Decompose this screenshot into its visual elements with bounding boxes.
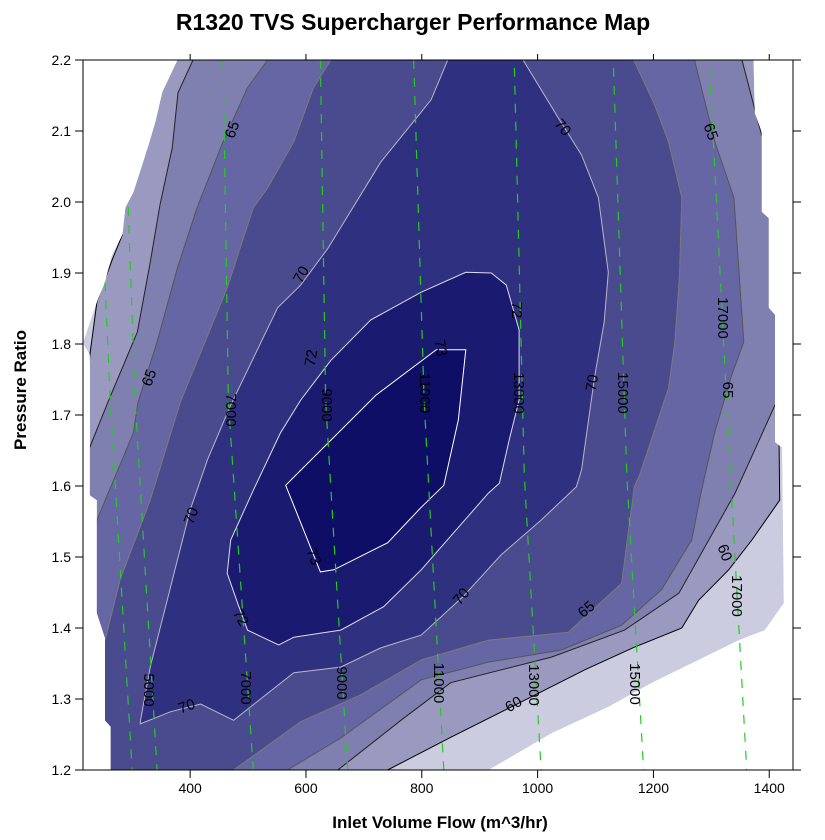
contour-level-label: 72 xyxy=(508,302,525,319)
speed-line-label: 17000 xyxy=(728,575,745,617)
speed-line xyxy=(413,60,445,770)
contour-level-label: 65 xyxy=(719,382,736,399)
speed-line-label: 11000 xyxy=(416,373,433,414)
y-tick-label: 1.2 xyxy=(52,762,72,778)
contour-level-label: 72 xyxy=(229,606,252,629)
contour-level-label: 65 xyxy=(222,119,244,140)
speed-line-label: 17000 xyxy=(714,297,731,339)
speed-line xyxy=(127,206,158,770)
efficiency-band-region xyxy=(285,349,467,573)
y-tick-label: 1.4 xyxy=(52,620,72,636)
x-tick-label: 1000 xyxy=(522,780,553,796)
x-tick-label: 600 xyxy=(294,780,318,796)
x-axis-label: Inlet Volume Flow (m^3/hr) xyxy=(332,813,548,832)
contour-level-label: 65 xyxy=(139,367,161,388)
speed-line xyxy=(709,67,748,770)
contour-level-label: 72 xyxy=(302,348,322,367)
speed-line-label: 5000 xyxy=(140,673,157,706)
speed-lines xyxy=(104,60,748,770)
contour-level-label: 70 xyxy=(176,696,197,718)
contour-labels: 5000 7000 7000 9000 9000 11000 11000 13000 13000… xyxy=(139,116,745,718)
contour-level-label: 60 xyxy=(714,542,736,563)
y-tick-label: 1.5 xyxy=(52,549,72,565)
speed-line-label: 13000 xyxy=(510,372,527,414)
y-tick-label: 2.0 xyxy=(52,194,72,210)
y-tick-label: 1.7 xyxy=(52,407,72,423)
contour-level-label: 65 xyxy=(700,121,722,142)
x-tick-label: 1400 xyxy=(754,780,785,796)
y-tick-label: 2.2 xyxy=(52,52,72,68)
contour-level-label: 73 xyxy=(303,546,325,567)
y-tick-label: 1.9 xyxy=(52,265,72,281)
speed-line-label: 7000 xyxy=(222,393,239,426)
chart-title: R1320 TVS Supercharger Performance Map xyxy=(176,9,650,35)
axes: 400 600 800 1000 1200 1400 1.2 1.3 1.4 1.5 1.6 1.7 1… xyxy=(52,52,801,796)
speed-line xyxy=(319,60,349,770)
speed-line-label: 11000 xyxy=(430,663,447,704)
speed-line-label: 7000 xyxy=(237,671,254,704)
contour-level-label: 70 xyxy=(181,505,203,526)
y-axis-label: Pressure Ratio xyxy=(11,330,30,450)
y-tick-label: 1.6 xyxy=(52,478,72,494)
contour-level-label: 73 xyxy=(431,338,451,357)
y-tick-label: 1.3 xyxy=(52,691,72,707)
contour-level-label: 60 xyxy=(502,693,525,716)
y-tick-label: 2.1 xyxy=(52,123,72,139)
speed-line xyxy=(222,60,254,770)
efficiency-bands xyxy=(83,60,784,770)
speed-line-label: 15000 xyxy=(614,372,631,414)
speed-line xyxy=(104,282,133,770)
speed-line-label: 9000 xyxy=(333,666,350,699)
speed-line-label: 15000 xyxy=(626,663,643,705)
contour-level-label: 70 xyxy=(583,373,603,392)
contour-level-label: 70 xyxy=(290,263,313,286)
y-tick-label: 1.8 xyxy=(52,336,72,352)
x-tick-label: 400 xyxy=(178,780,202,796)
x-tick-label: 800 xyxy=(410,780,434,796)
x-tick-label: 1200 xyxy=(638,780,669,796)
speed-line-label: 13000 xyxy=(525,664,542,706)
speed-line-label: 9000 xyxy=(318,388,335,421)
